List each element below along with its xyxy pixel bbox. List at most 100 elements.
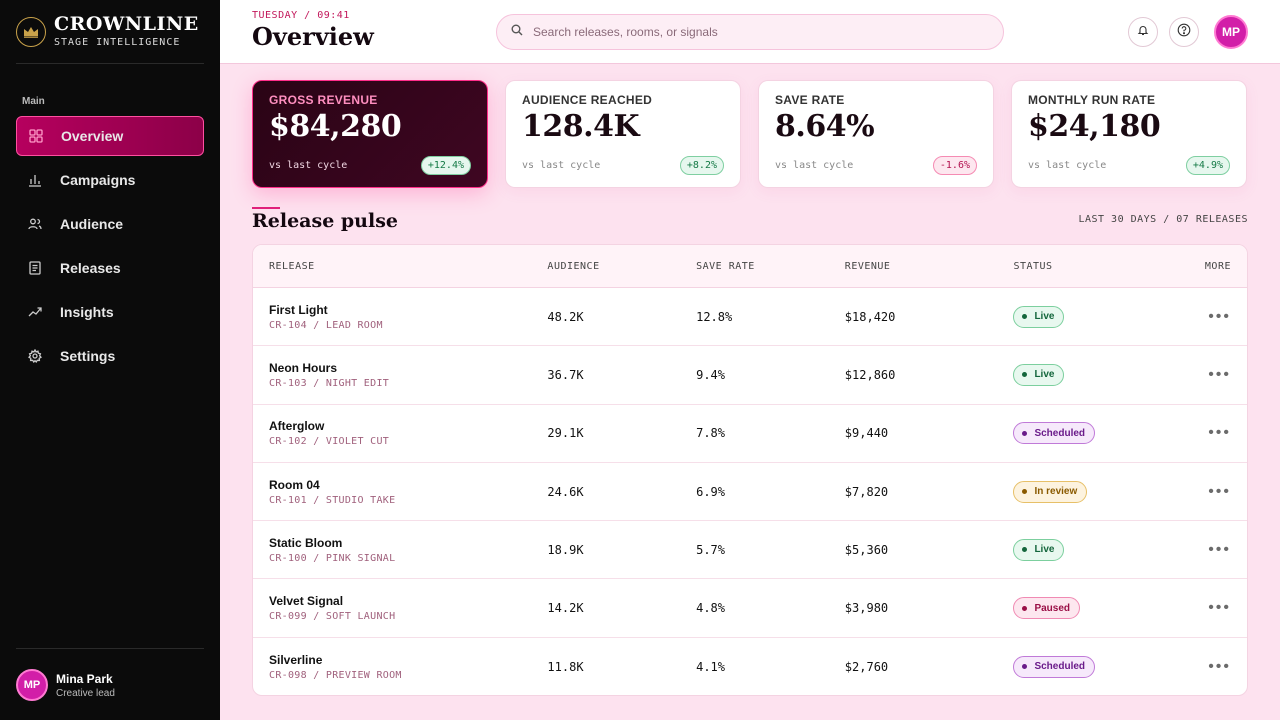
stat-delta-badge: +8.2% [679, 156, 724, 175]
release-code: CR-101 / STUDIO TAKE [269, 494, 396, 506]
column-header-revenue[interactable]: REVENUE [844, 260, 891, 272]
release-name: First Light [269, 302, 328, 317]
search-bar[interactable] [496, 14, 1004, 50]
stat-card-save-rate[interactable]: SAVE RATE 8.64% vs last cycle -1.6% [758, 80, 994, 188]
search-input[interactable] [533, 25, 973, 39]
save-rate-value: 7.8% [696, 426, 726, 441]
brand[interactable]: CROWNLINE STAGE INTELLIGENCE [16, 14, 199, 50]
release-name: Static Bloom [269, 535, 343, 550]
stat-subtext: vs last cycle [522, 160, 601, 171]
status-badge: Paused [1013, 597, 1081, 620]
sidebar-item-label: Overview [61, 128, 124, 144]
release-code: CR-104 / LEAD ROOM [269, 319, 383, 331]
header: TUESDAY / 09:41 Overview MP [220, 0, 1280, 64]
status-badge: Live [1013, 305, 1065, 328]
more-options-icon[interactable]: ••• [1208, 657, 1231, 675]
sidebar: CROWNLINE STAGE INTELLIGENCE Main Overvi… [0, 0, 220, 720]
release-name: Velvet Signal [269, 594, 344, 609]
sidebar-item-campaigns[interactable]: Campaigns [16, 160, 204, 200]
sidebar-item-label: Insights [60, 304, 114, 320]
sidebar-item-label: Settings [60, 348, 116, 364]
more-options-icon[interactable]: ••• [1208, 599, 1231, 617]
revenue-value: $2,760 [844, 659, 889, 674]
stat-label: MONTHLY RUN RATE [1028, 93, 1156, 107]
status-badge: Live [1013, 363, 1065, 386]
nav-section-label: Main [22, 96, 45, 107]
notifications-button[interactable] [1128, 17, 1158, 47]
release-name: Room 04 [269, 477, 320, 492]
save-rate-value: 5.7% [696, 542, 726, 557]
column-header-save-rate[interactable]: SAVE RATE [696, 260, 755, 272]
section-accent-line [252, 207, 280, 209]
user-role: Creative lead [56, 687, 115, 699]
stat-card-audience-reached[interactable]: AUDIENCE REACHED 128.4K vs last cycle +8… [505, 80, 741, 188]
avatar: MP [16, 669, 48, 701]
save-rate-value: 9.4% [696, 367, 726, 382]
release-name: Silverline [269, 652, 323, 667]
more-options-icon[interactable]: ••• [1208, 307, 1231, 325]
audience-value: 11.8K [547, 659, 584, 674]
column-header-more: MORE [1204, 260, 1231, 272]
column-header-release[interactable]: RELEASE [269, 260, 315, 272]
stat-label: AUDIENCE REACHED [522, 93, 653, 107]
table-row[interactable]: Static Bloom CR-100 / PINK SIGNAL 18.9K 5… [253, 521, 1247, 580]
status-badge: In review [1013, 480, 1088, 503]
stat-subtext: vs last cycle [1028, 160, 1107, 171]
audience-value: 48.2K [547, 309, 584, 324]
table-row[interactable]: First Light CR-104 / LEAD ROOM 48.2K 12.8… [253, 288, 1247, 347]
release-code: CR-100 / PINK SIGNAL [269, 552, 396, 564]
table-row[interactable]: Afterglow CR-102 / VIOLET CUT 29.1K 7.8% … [253, 405, 1247, 463]
bar-chart-icon [28, 173, 42, 187]
more-options-icon[interactable]: ••• [1208, 424, 1231, 442]
column-header-audience[interactable]: AUDIENCE [547, 260, 600, 272]
audience-value: 29.1K [547, 426, 584, 441]
release-code: CR-102 / VIOLET CUT [269, 436, 390, 448]
stat-value: $84,280 [269, 109, 402, 144]
sidebar-item-settings[interactable]: Settings [16, 336, 204, 376]
audience-value: 24.6K [547, 484, 584, 499]
sidebar-item-audience[interactable]: Audience [16, 204, 204, 244]
revenue-value: $18,420 [844, 309, 896, 324]
section-meta: LAST 30 DAYS / 07 RELEASES [1078, 214, 1248, 225]
save-rate-value: 6.9% [696, 484, 726, 499]
section-title: Release pulse [252, 210, 398, 232]
column-header-status[interactable]: STATUS [1013, 260, 1053, 272]
release-name: Neon Hours [269, 360, 338, 375]
crown-icon [16, 17, 46, 47]
status-badge: Live [1013, 538, 1065, 561]
stat-card-gross-revenue[interactable]: GROSS REVENUE $84,280 vs last cycle +12.… [252, 80, 488, 188]
more-options-icon[interactable]: ••• [1208, 365, 1231, 383]
status-badge: Scheduled [1013, 655, 1096, 678]
table-row[interactable]: Silverline CR-098 / PREVIEW ROOM 11.8K 4.… [253, 638, 1247, 695]
search-icon [511, 23, 523, 41]
sidebar-item-releases[interactable]: Releases [16, 248, 204, 288]
sidebar-item-label: Releases [60, 260, 121, 276]
table-header: RELEASE AUDIENCE SAVE RATE REVENUE STATU… [253, 245, 1247, 288]
document-icon [28, 261, 42, 275]
help-button[interactable] [1169, 17, 1199, 47]
gear-icon [28, 349, 42, 363]
stat-subtext: vs last cycle [775, 160, 854, 171]
sidebar-nav: Overview Campaigns Audience Releases Ins… [16, 116, 204, 380]
stat-card-monthly-run-rate[interactable]: MONTHLY RUN RATE $24,180 vs last cycle +… [1011, 80, 1247, 188]
table-row[interactable]: Neon Hours CR-103 / NIGHT EDIT 36.7K 9.4%… [253, 346, 1247, 405]
revenue-value: $7,820 [844, 484, 889, 499]
stat-label: GROSS REVENUE [269, 93, 378, 107]
user-profile[interactable]: MP Mina Park Creative lead [16, 669, 115, 701]
stat-subtext: vs last cycle [269, 160, 348, 171]
audience-value: 36.7K [547, 367, 584, 382]
save-rate-value: 4.8% [696, 601, 726, 616]
sidebar-item-label: Audience [60, 216, 124, 232]
release-code: CR-098 / PREVIEW ROOM [269, 669, 402, 681]
release-name: Afterglow [269, 419, 325, 434]
stat-value: 128.4K [522, 109, 640, 144]
sidebar-item-overview[interactable]: Overview [16, 116, 204, 156]
grid-icon [29, 129, 43, 143]
header-avatar[interactable]: MP [1214, 15, 1248, 49]
table-row[interactable]: Velvet Signal CR-099 / SOFT LAUNCH 14.2K … [253, 579, 1247, 638]
more-options-icon[interactable]: ••• [1208, 540, 1231, 558]
table-row[interactable]: Room 04 CR-101 / STUDIO TAKE 24.6K 6.9% $… [253, 463, 1247, 522]
sidebar-item-insights[interactable]: Insights [16, 292, 204, 332]
more-options-icon[interactable]: ••• [1208, 482, 1231, 500]
stat-value: 8.64% [775, 109, 875, 144]
